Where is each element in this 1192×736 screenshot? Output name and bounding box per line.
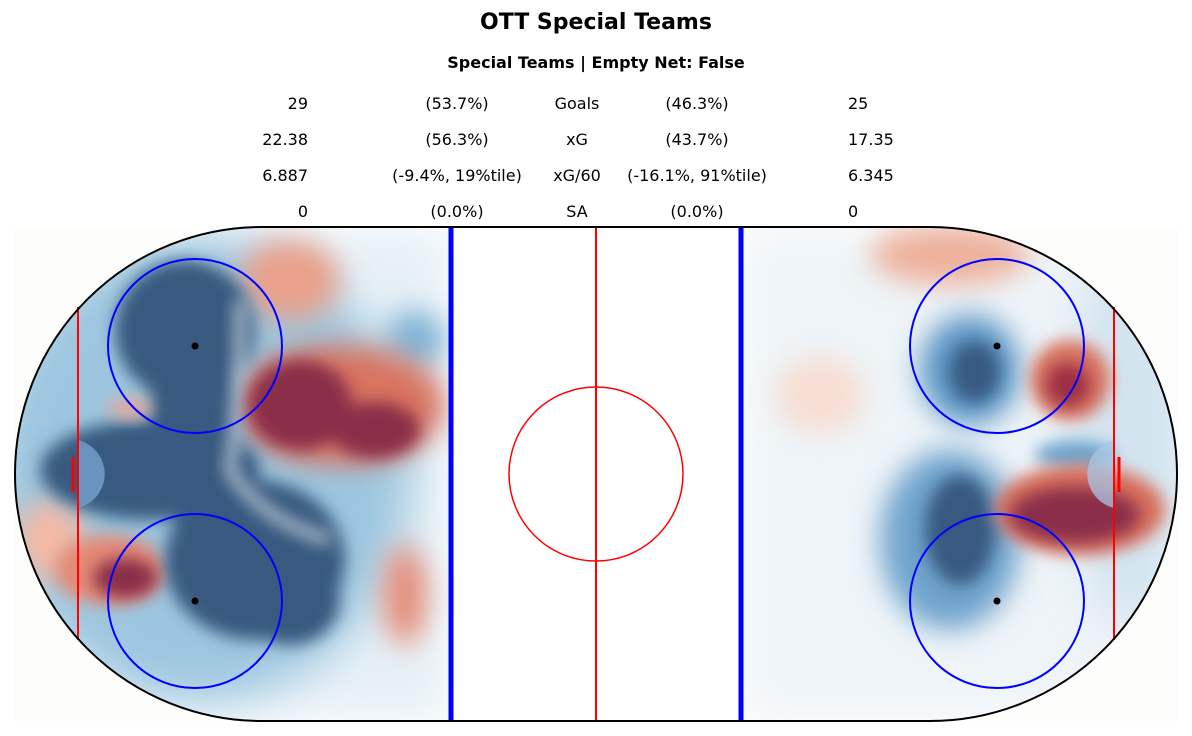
rink-markings [14,226,1178,722]
left-value: 29 [287,94,308,113]
center-circle [508,386,684,562]
faceoff-dot [191,342,199,350]
faceoff-dot [993,597,1001,605]
right-value: 17.35 [848,130,894,149]
left-bottom-faceoff-circle [107,513,283,689]
right-value: 6.345 [848,166,894,185]
metric-label: Goals [554,94,600,113]
faceoff-dot [993,342,1001,350]
right-value: 0 [848,202,859,221]
right-pct: (46.3%) [665,94,729,113]
left-pct: (-9.4%, 19%tile) [392,166,522,185]
left-pct: (53.7%) [425,94,489,113]
right-zone-heatmap [741,227,1177,721]
left-zone-heatmap [15,227,451,721]
metric-label: xG/60 [553,166,601,185]
metric-label: xG [566,130,588,149]
right-value: 25 [848,94,869,113]
left-top-faceoff-circle [107,258,283,434]
chart-title: OTT Special Teams [480,10,712,35]
right-goal-crease [1087,440,1114,508]
left-value: 0 [297,202,308,221]
right-pct: (43.7%) [665,130,729,149]
right-pct: (-16.1%, 91%tile) [627,166,767,185]
left-pct: (0.0%) [430,202,484,221]
rink-boards [14,226,1178,722]
left-pct: (56.3%) [425,130,489,149]
metric-label: SA [566,202,588,221]
right-bottom-faceoff-circle [909,513,1085,689]
heatmap-layer [15,227,1177,721]
right-pct: (0.0%) [670,202,724,221]
left-value: 6.887 [262,166,308,185]
faceoff-dot [191,597,199,605]
left-goal-crease [78,440,105,508]
chart-subtitle: Special Teams | Empty Net: False [447,53,745,72]
left-value: 22.38 [262,130,308,149]
right-top-faceoff-circle [909,258,1085,434]
